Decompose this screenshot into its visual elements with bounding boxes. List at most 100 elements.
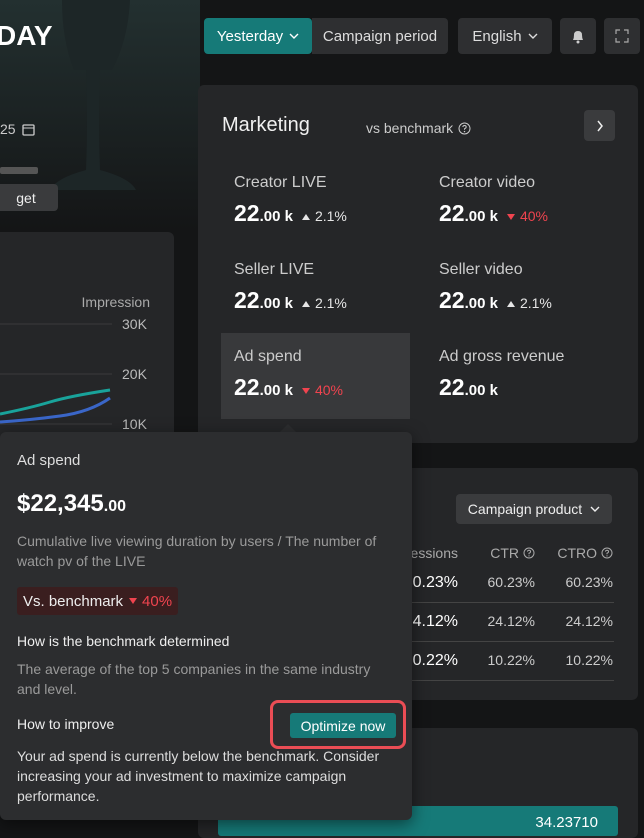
metric-label: Seller LIVE	[234, 261, 315, 278]
trend-card: Impression 30K 20K 10K	[0, 232, 174, 452]
selected-highlight	[221, 333, 410, 419]
chevron	[590, 506, 600, 512]
cell: 24.12%	[565, 613, 613, 629]
metric-value: 22.00 k 40%	[234, 374, 343, 401]
line	[0, 388, 111, 416]
value-decimal: .00 k	[259, 295, 293, 312]
fullscreen[interactable]	[604, 18, 640, 54]
value-main: 22	[234, 200, 260, 226]
cell: 24.12%	[487, 613, 535, 629]
metric: Creator LIVE 22.00 k 2.1%	[234, 174, 347, 227]
label: essions	[410, 545, 458, 561]
label: CTR	[490, 545, 519, 561]
change-value: 2.1%	[314, 295, 347, 311]
value-decimal: .00 k	[259, 208, 293, 225]
change: 40%	[301, 382, 343, 398]
benchmark-badge: Vs. benchmark 40%	[17, 587, 179, 615]
chevron	[528, 33, 538, 39]
language-select[interactable]: English	[458, 18, 552, 54]
metric: Seller LIVE 22.00 k 2.1%	[234, 261, 347, 314]
bell-icon	[573, 30, 583, 43]
trend-arrow	[301, 301, 310, 307]
date-range[interactable]: 25	[0, 121, 35, 137]
metric-value: 22.00 k 2.1%	[234, 287, 347, 314]
legend: Impression	[81, 294, 150, 310]
change: 40%	[506, 208, 548, 224]
benchmark-toggle[interactable]: vs benchmark	[366, 120, 471, 136]
value-main: 22	[234, 287, 260, 313]
section-text: Your ad spend is currently below the ben…	[17, 748, 380, 804]
date-text: 25	[0, 121, 16, 137]
cell: 0.22%	[412, 652, 458, 669]
metric: Seller video 22.00 k 2.1%	[439, 261, 552, 314]
tooltip: Ad spend $22,345.00 Cumulative live view…	[0, 432, 412, 820]
value-main: 22	[439, 200, 465, 226]
help-icon	[523, 547, 535, 559]
cell: 60.23%	[487, 574, 535, 590]
trend-arrow	[301, 214, 310, 220]
metric-label: Ad gross revenue	[439, 348, 565, 365]
value-decimal: .00 k	[464, 382, 498, 399]
change: 40%	[142, 592, 173, 610]
budget-button[interactable]: get	[0, 184, 58, 211]
tooltip-title: Ad spend	[17, 452, 81, 469]
trend-lines	[0, 323, 112, 425]
product-filter[interactable]: Campaign product	[456, 494, 612, 524]
metric-label: Creator video	[439, 174, 536, 191]
tooltip-caret	[278, 424, 298, 434]
date-option[interactable]: Campaign period	[312, 18, 448, 54]
label: Yesterday	[216, 27, 284, 45]
column-header: essions	[411, 545, 458, 561]
label: vs benchmark	[366, 120, 454, 136]
change: 2.1%	[301, 295, 347, 311]
expand-icon	[615, 29, 629, 43]
description: Cumulative live viewing duration by user…	[17, 533, 377, 569]
trend-arrow	[506, 301, 515, 307]
value-main: 22	[439, 374, 465, 400]
change-value: 40%	[519, 208, 548, 224]
label: English	[472, 27, 522, 45]
row-divider	[404, 641, 614, 642]
metric: Creator video 22.00 k 40%	[439, 174, 548, 227]
line	[0, 396, 111, 424]
cell: 10.22%	[565, 652, 613, 668]
cell: 0.23%	[412, 574, 458, 591]
section-text: The average of the top 5 companies in th…	[17, 661, 371, 697]
next-button[interactable]	[584, 110, 615, 141]
label: CTRO	[557, 545, 597, 561]
cell: 60.23%	[565, 574, 613, 590]
trend-arrow	[129, 598, 138, 604]
label: Vs. benchmark	[23, 592, 124, 610]
change-value: 2.1%	[519, 295, 552, 311]
column-header: CTR	[490, 545, 535, 561]
section-heading: How to improve	[17, 716, 115, 732]
cell: 4.12%	[412, 613, 458, 630]
change-value: 2.1%	[314, 208, 347, 224]
change: 2.1%	[301, 208, 347, 224]
metric: Ad gross revenue 22.00 k	[439, 348, 564, 401]
campaign-panel: Campaign product essions CTR CTRO 0.23% 60.2…	[404, 468, 638, 700]
change: 2.1%	[506, 295, 552, 311]
cell: 10.22%	[487, 652, 535, 668]
optimize-button[interactable]: Optimize now	[290, 713, 396, 738]
y-axis-label: 10K	[122, 416, 147, 432]
trend-arrow	[301, 388, 310, 394]
metric-value: 22.00 k 2.1%	[234, 200, 347, 227]
value-decimal: .00 k	[464, 208, 498, 225]
bar-value: 34.23710	[535, 814, 598, 831]
date-option[interactable]: Yesterday	[204, 18, 312, 54]
value-decimal: .00 k	[259, 382, 293, 399]
y-axis-label: 30K	[122, 316, 147, 332]
highlight-frame	[270, 700, 406, 749]
brand: DAY	[0, 20, 53, 51]
notifications[interactable]	[560, 18, 596, 54]
metric-value: 22.00 k	[439, 374, 564, 401]
help-icon	[458, 122, 471, 134]
value-main: 22	[234, 374, 260, 400]
value-decimal: .00 k	[464, 295, 498, 312]
change-value: 40%	[314, 382, 343, 398]
marketing-panel: Marketing vs benchmark Creator LIVE 22.00…	[198, 85, 638, 443]
value-main: 22	[439, 287, 465, 313]
metric-label: Ad spend	[234, 348, 302, 365]
